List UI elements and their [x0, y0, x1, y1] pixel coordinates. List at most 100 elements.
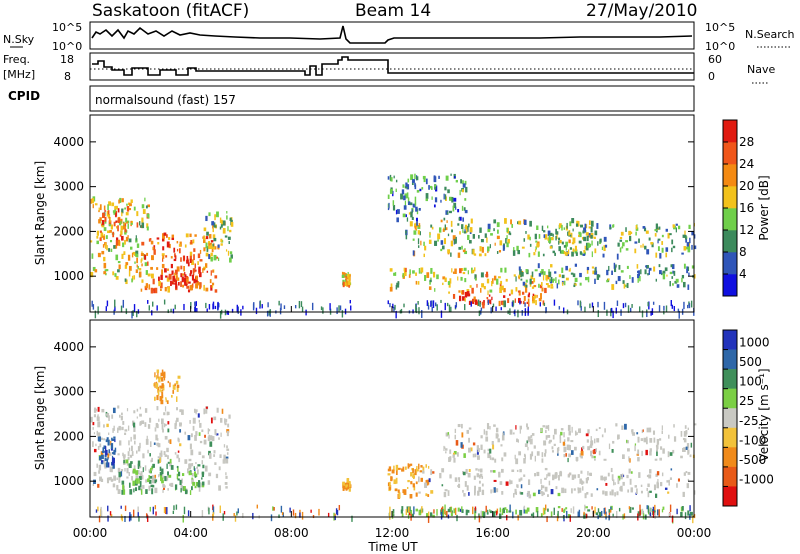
data-cell [525, 284, 528, 288]
data-cell [127, 235, 129, 240]
data-cell [96, 240, 99, 245]
velocity-cells [90, 369, 697, 524]
data-cell [192, 239, 195, 244]
data-cell [686, 242, 690, 247]
data-cell [150, 459, 152, 463]
data-cell [682, 281, 686, 288]
data-cell [412, 179, 415, 183]
data-cell [528, 302, 530, 307]
data-cell [572, 248, 575, 252]
data-cell [148, 284, 151, 290]
data-cell [540, 478, 542, 484]
data-cell [686, 443, 690, 449]
power-colorbar-label: Power [dB] [757, 175, 771, 240]
data-cell [428, 286, 432, 290]
data-cell [176, 266, 180, 272]
data-cell [585, 277, 588, 281]
data-cell [462, 183, 466, 188]
data-cell [472, 453, 475, 458]
data-cell [347, 274, 350, 278]
data-cell [199, 283, 202, 290]
data-cell [198, 486, 201, 492]
data-cell [595, 428, 598, 432]
data-cell [198, 451, 202, 455]
data-cell [156, 369, 160, 374]
data-cell [568, 444, 571, 451]
data-cell [520, 477, 523, 481]
data-cell [508, 231, 511, 235]
data-cell [201, 472, 205, 478]
data-cell [112, 407, 116, 414]
data-cell [447, 233, 450, 237]
data-cell [104, 457, 107, 461]
data-cell [475, 468, 478, 471]
data-cell [578, 428, 582, 434]
data-cell [102, 460, 106, 463]
data-cell [409, 202, 413, 206]
noise-cell [266, 310, 269, 317]
data-cell [539, 490, 542, 494]
noise-cell [426, 300, 429, 306]
data-cell [222, 459, 226, 464]
data-cell [345, 278, 347, 283]
noise-cell [597, 309, 599, 318]
data-cell [620, 231, 624, 236]
data-cell [106, 245, 108, 251]
data-cell [205, 242, 208, 249]
data-cell [486, 296, 489, 300]
data-cell [675, 227, 677, 233]
data-cell [654, 229, 658, 232]
data-cell [660, 481, 663, 487]
data-cell [117, 225, 119, 232]
velocity-colorbar-segment [723, 369, 737, 389]
data-cell [345, 282, 349, 286]
data-cell [229, 251, 233, 255]
data-cell [453, 239, 457, 244]
data-cell [469, 285, 472, 288]
data-cell [99, 476, 102, 482]
data-cell [634, 241, 638, 244]
data-cell [211, 244, 213, 249]
data-cell [579, 282, 582, 286]
data-cell [443, 446, 446, 449]
data-cell [101, 220, 105, 225]
data-cell [629, 458, 631, 463]
nsky-tick-bottom: 10^0 [52, 40, 82, 53]
data-cell [544, 467, 548, 471]
data-cell [478, 513, 480, 518]
data-cell [117, 453, 120, 456]
data-cell [147, 273, 151, 277]
noise-cell [335, 508, 338, 515]
data-cell [133, 410, 136, 414]
noise-cell [692, 515, 694, 524]
data-cell [574, 430, 577, 436]
data-cell [92, 441, 94, 448]
data-cell [153, 249, 156, 255]
data-cell [167, 380, 170, 384]
data-cell [460, 442, 463, 448]
data-cell [470, 218, 473, 224]
noise-cell [673, 306, 676, 312]
data-cell [497, 438, 500, 443]
data-cell [411, 513, 414, 518]
noise-cell [334, 515, 336, 521]
data-cell [582, 253, 586, 256]
data-cell [659, 253, 662, 259]
data-cell [210, 256, 213, 262]
data-cell [97, 252, 101, 258]
noise-cell [174, 304, 176, 310]
data-cell [390, 283, 393, 290]
data-cell [410, 472, 413, 477]
power-ylabel: Slant Range [km] [33, 161, 47, 265]
data-cell [567, 437, 570, 442]
data-cell [168, 237, 171, 240]
data-cell [173, 258, 177, 262]
data-cell [214, 289, 218, 293]
data-cell [437, 239, 439, 242]
noise-cell [310, 509, 312, 513]
data-cell [542, 253, 545, 257]
data-cell [168, 474, 172, 478]
data-cell [536, 510, 539, 517]
power-colorbar-tick-label: 28 [739, 135, 754, 149]
data-cell [144, 197, 146, 202]
